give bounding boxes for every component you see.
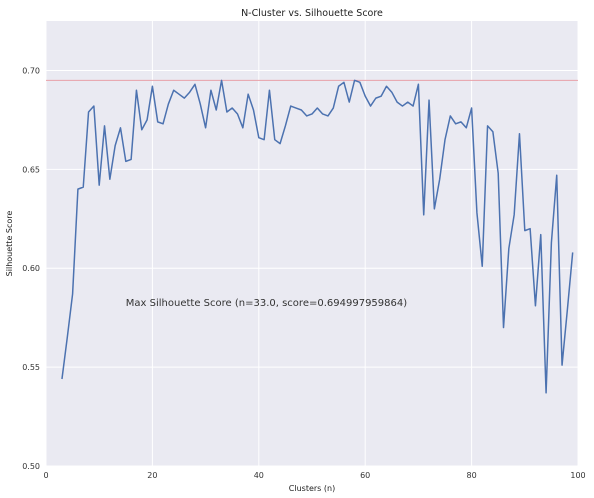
x-tick-labels: 0 20 40 60 80 100 (43, 471, 585, 480)
x-tick-label: 80 (467, 471, 477, 480)
grid-lines (45, 21, 579, 467)
x-tick-label: 100 (570, 471, 585, 480)
plot-area (46, 21, 578, 466)
x-tick-label: 20 (147, 471, 157, 480)
chart-title: N-Cluster vs. Silhouette Score (241, 8, 383, 19)
series-line (61, 79, 574, 394)
x-tick-label: 60 (360, 471, 370, 480)
y-axis-label: Silhouette Score (5, 211, 14, 277)
y-tick-labels: 0.50 0.55 0.60 0.65 0.70 (22, 66, 40, 471)
y-tick-label: 0.60 (22, 264, 40, 273)
max-score-annotation: Max Silhouette Score (n=33.0, score=0.69… (126, 298, 407, 309)
y-tick-label: 0.55 (22, 363, 40, 372)
y-tick-label: 0.50 (22, 462, 40, 471)
x-tick-label: 0 (43, 471, 48, 480)
y-tick-label: 0.65 (22, 165, 40, 174)
x-tick-label: 40 (254, 471, 264, 480)
y-tick-label: 0.70 (22, 66, 40, 75)
x-axis-label: Clusters (n) (289, 484, 335, 493)
